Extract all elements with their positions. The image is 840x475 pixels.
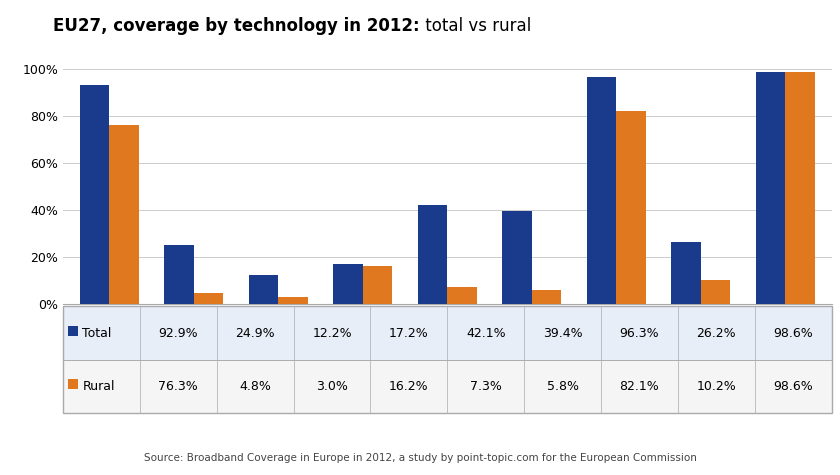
Text: 5.8%: 5.8% <box>547 380 579 393</box>
Bar <box>502 211 532 304</box>
Text: EU27, coverage by technology in 2012:: EU27, coverage by technology in 2012: <box>54 17 420 35</box>
Text: Rural: Rural <box>82 380 115 393</box>
Bar <box>417 205 447 304</box>
Text: 39.4%: 39.4% <box>543 327 582 340</box>
Text: 10.2%: 10.2% <box>696 380 736 393</box>
Bar <box>701 280 730 304</box>
Bar <box>532 290 561 304</box>
Text: 17.2%: 17.2% <box>389 327 428 340</box>
Text: 3.0%: 3.0% <box>316 380 348 393</box>
Bar <box>278 297 308 304</box>
Bar <box>80 86 109 304</box>
Bar <box>671 242 701 304</box>
Bar <box>194 293 223 304</box>
Text: 12.2%: 12.2% <box>312 327 352 340</box>
Bar <box>333 264 363 304</box>
Text: 82.1%: 82.1% <box>620 380 659 393</box>
Text: Total: Total <box>82 327 112 340</box>
Text: 96.3%: 96.3% <box>620 327 659 340</box>
Text: 24.9%: 24.9% <box>235 327 275 340</box>
Text: 7.3%: 7.3% <box>470 380 501 393</box>
Text: 76.3%: 76.3% <box>159 380 198 393</box>
Text: 42.1%: 42.1% <box>466 327 506 340</box>
Bar <box>109 124 139 304</box>
Bar <box>617 111 646 304</box>
Text: 98.6%: 98.6% <box>774 327 813 340</box>
Text: 16.2%: 16.2% <box>389 380 428 393</box>
Bar <box>249 276 278 304</box>
Bar <box>586 77 617 304</box>
Bar <box>785 72 815 304</box>
Bar <box>363 266 392 304</box>
Text: total vs rural: total vs rural <box>420 17 531 35</box>
Bar <box>447 287 477 304</box>
Bar <box>165 246 194 304</box>
Text: 92.9%: 92.9% <box>159 327 198 340</box>
Text: 98.6%: 98.6% <box>774 380 813 393</box>
Text: 26.2%: 26.2% <box>696 327 736 340</box>
Bar <box>756 72 785 304</box>
Text: Source: Broadband Coverage in Europe in 2012, a study by point-topic.com for the: Source: Broadband Coverage in Europe in … <box>144 453 696 463</box>
Text: 4.8%: 4.8% <box>239 380 271 393</box>
